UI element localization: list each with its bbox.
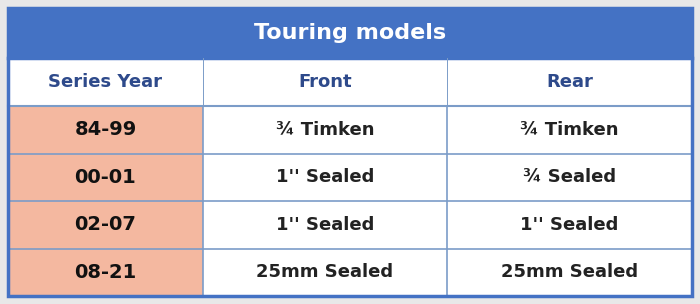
Bar [8,201,203,248]
Bar [203,248,447,296]
Text: 1'' Sealed: 1'' Sealed [276,168,374,186]
Text: Front: Front [298,73,352,91]
Text: ¾ Sealed: ¾ Sealed [523,168,616,186]
Bar [8,106,203,154]
Bar [8,154,203,201]
Text: 02-07: 02-07 [74,215,136,234]
Text: 00-01: 00-01 [75,168,136,187]
Text: 84-99: 84-99 [74,120,136,139]
Text: ¾ Timken: ¾ Timken [520,121,619,139]
Bar [447,248,692,296]
Text: 1'' Sealed: 1'' Sealed [276,216,374,234]
Bar [203,106,447,154]
Text: Rear: Rear [546,73,593,91]
Bar [8,8,692,58]
Bar [447,106,692,154]
Text: ¾ Timken: ¾ Timken [276,121,374,139]
Text: 25mm Sealed: 25mm Sealed [501,263,638,281]
Bar [203,201,447,248]
Bar [203,154,447,201]
Text: 1'' Sealed: 1'' Sealed [520,216,619,234]
Text: 08-21: 08-21 [74,263,136,282]
Text: Touring models: Touring models [254,23,446,43]
Text: Series Year: Series Year [48,73,162,91]
Text: 25mm Sealed: 25mm Sealed [256,263,393,281]
Bar [447,201,692,248]
Bar [8,248,203,296]
Bar [8,58,692,106]
Bar [447,154,692,201]
